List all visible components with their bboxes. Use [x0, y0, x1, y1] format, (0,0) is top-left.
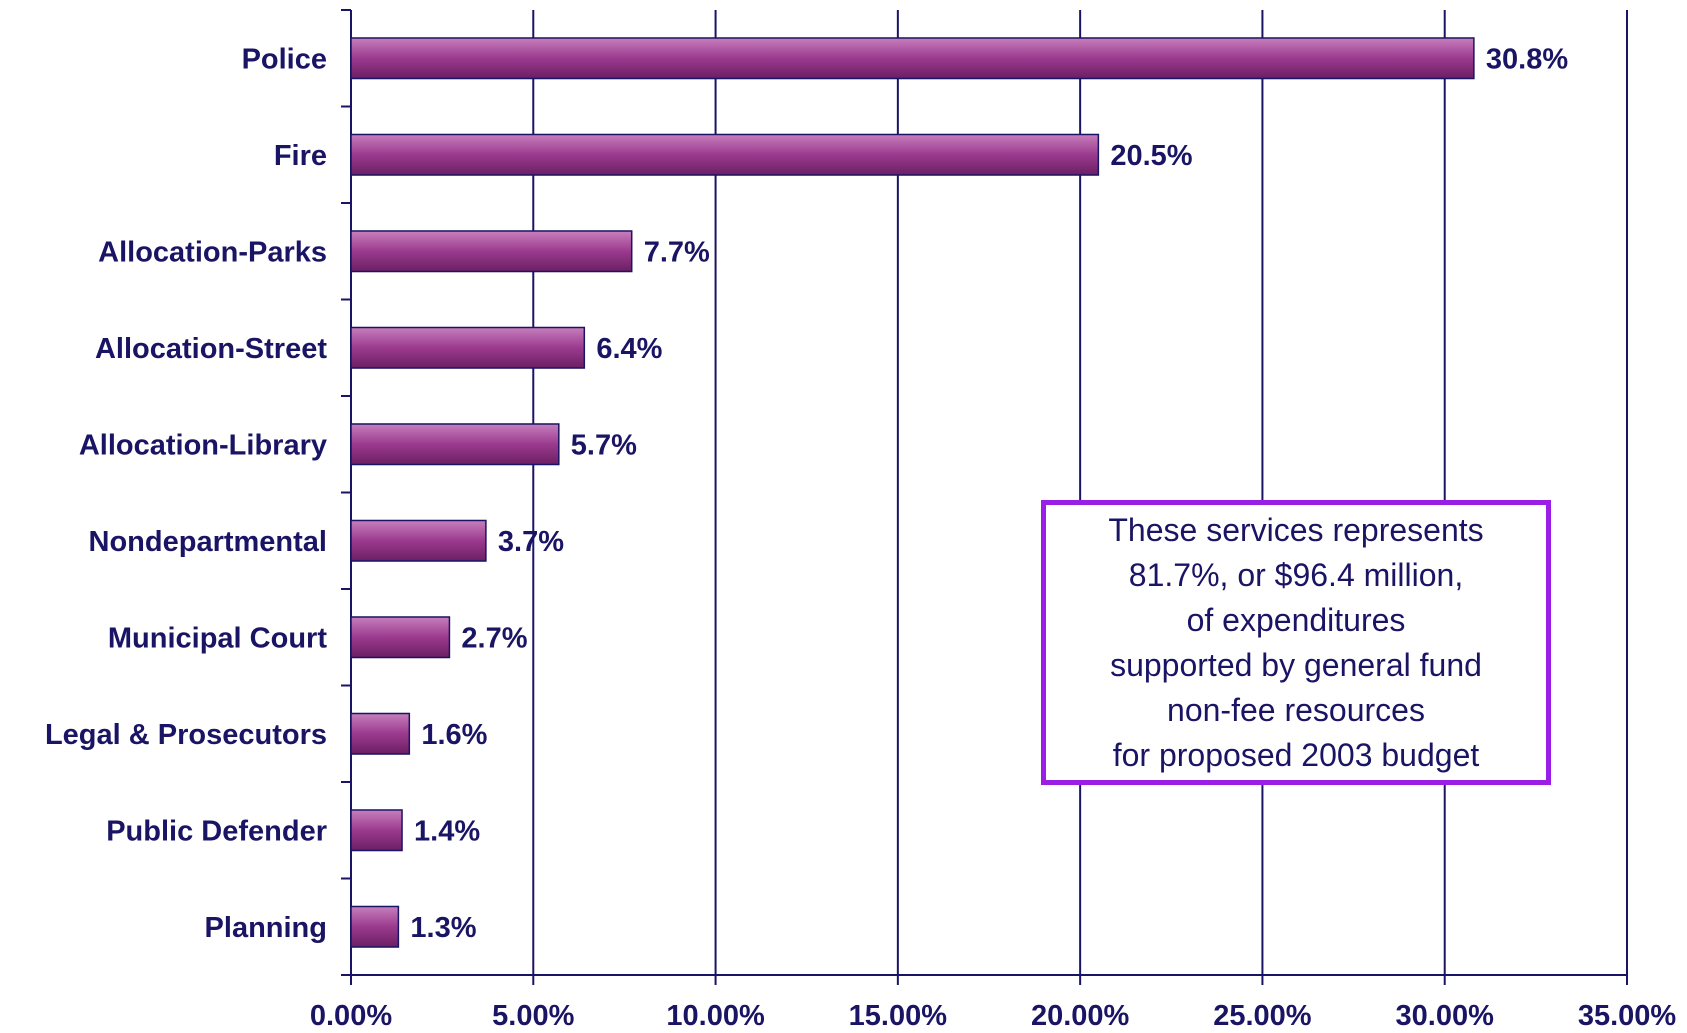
category-label: Nondepartmental — [89, 526, 327, 558]
data-label: 1.6% — [421, 719, 487, 751]
x-tick-label: 30.00% — [1396, 1000, 1495, 1032]
category-label: Municipal Court — [108, 622, 327, 654]
bar — [350, 230, 633, 273]
category-label: Planning — [205, 912, 327, 944]
bar — [350, 905, 400, 948]
annotation-line: These services represents — [1108, 511, 1484, 548]
category-label: Allocation-Parks — [98, 236, 327, 268]
data-label: 1.4% — [414, 815, 480, 847]
bar — [350, 423, 560, 466]
data-label: 20.5% — [1110, 140, 1192, 172]
data-label: 2.7% — [461, 622, 527, 654]
data-label: 6.4% — [596, 333, 662, 365]
bar — [350, 37, 1475, 80]
x-tick-label: 10.00% — [666, 1000, 765, 1032]
bar — [350, 519, 487, 562]
bar — [350, 712, 411, 755]
data-label: 7.7% — [644, 236, 710, 268]
category-label: Legal & Prosecutors — [45, 719, 327, 751]
category-label: Public Defender — [106, 815, 327, 847]
x-tick-label: 35.00% — [1578, 1000, 1677, 1032]
data-label: 30.8% — [1486, 43, 1568, 75]
category-label: Police — [242, 43, 327, 75]
category-label: Fire — [274, 140, 327, 172]
category-label: Allocation-Street — [95, 333, 327, 365]
data-label: 1.3% — [410, 912, 476, 944]
annotation-box: These services represents 81.7%, or $96.… — [1041, 500, 1551, 785]
annotation-line: for proposed 2003 budget — [1112, 736, 1480, 773]
bar — [350, 133, 1100, 176]
annotation-line: non-fee resources — [1167, 691, 1425, 728]
x-tick-label: 15.00% — [849, 1000, 948, 1032]
annotation-line: supported by general fund — [1110, 646, 1482, 683]
bar — [350, 809, 403, 852]
annotation-line: of expenditures — [1186, 601, 1406, 638]
x-tick-label: 0.00% — [310, 1000, 392, 1032]
bars — [350, 37, 1475, 948]
x-tick-label: 5.00% — [492, 1000, 574, 1032]
bar — [350, 616, 451, 659]
x-tick-label: 20.00% — [1031, 1000, 1130, 1032]
data-label: 5.7% — [571, 429, 637, 461]
category-label: Allocation-Library — [79, 429, 327, 461]
data-label: 3.7% — [498, 526, 564, 558]
labels: 0.00% 5.00% 10.00% 15.00% 20.00% 25.00% 30.00%… — [45, 43, 1676, 1032]
bar — [350, 326, 586, 369]
x-tick-label: 25.00% — [1213, 1000, 1312, 1032]
annotation-line: 81.7%, or $96.4 million, — [1128, 556, 1464, 593]
